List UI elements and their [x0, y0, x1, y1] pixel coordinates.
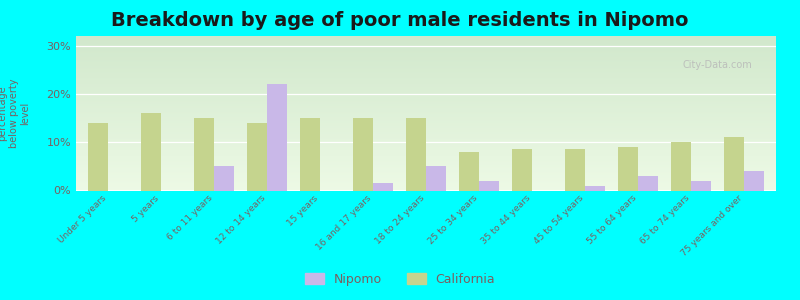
Text: 35 to 44 years: 35 to 44 years [479, 194, 532, 246]
Text: Breakdown by age of poor male residents in Nipomo: Breakdown by age of poor male residents … [111, 11, 689, 29]
Text: 16 and 17 years: 16 and 17 years [314, 194, 373, 252]
Text: City-Data.com: City-Data.com [682, 60, 752, 70]
Text: 18 to 24 years: 18 to 24 years [374, 194, 426, 246]
Text: 5 years: 5 years [130, 194, 161, 224]
Bar [512, 149, 532, 190]
Bar [373, 183, 393, 190]
Bar [426, 167, 446, 191]
Bar [267, 84, 287, 190]
Text: 65 to 74 years: 65 to 74 years [638, 194, 691, 246]
Text: 75 years and over: 75 years and over [680, 194, 744, 258]
Text: 6 to 11 years: 6 to 11 years [165, 194, 214, 242]
Y-axis label: percentage
below poverty
level: percentage below poverty level [0, 79, 30, 148]
Bar [638, 176, 658, 190]
Bar [618, 147, 638, 190]
Bar [246, 123, 267, 190]
Bar [141, 113, 161, 190]
Bar [300, 118, 320, 190]
Bar [353, 118, 373, 190]
Legend: Nipomo, California: Nipomo, California [300, 268, 500, 291]
Bar [194, 118, 214, 190]
Text: 12 to 14 years: 12 to 14 years [214, 194, 267, 246]
Bar [406, 118, 426, 190]
Bar [724, 137, 744, 190]
Bar [744, 171, 764, 190]
Bar [671, 142, 691, 190]
Bar [585, 186, 606, 190]
Bar [459, 152, 479, 190]
Text: 25 to 34 years: 25 to 34 years [426, 194, 479, 246]
Text: 55 to 64 years: 55 to 64 years [586, 194, 638, 246]
Bar [565, 149, 585, 190]
Bar [479, 181, 499, 190]
Text: 15 years: 15 years [286, 194, 320, 228]
Bar [214, 167, 234, 191]
Text: Under 5 years: Under 5 years [56, 194, 108, 245]
Text: 45 to 54 years: 45 to 54 years [533, 194, 585, 246]
Bar [691, 181, 711, 190]
Bar [88, 123, 108, 190]
